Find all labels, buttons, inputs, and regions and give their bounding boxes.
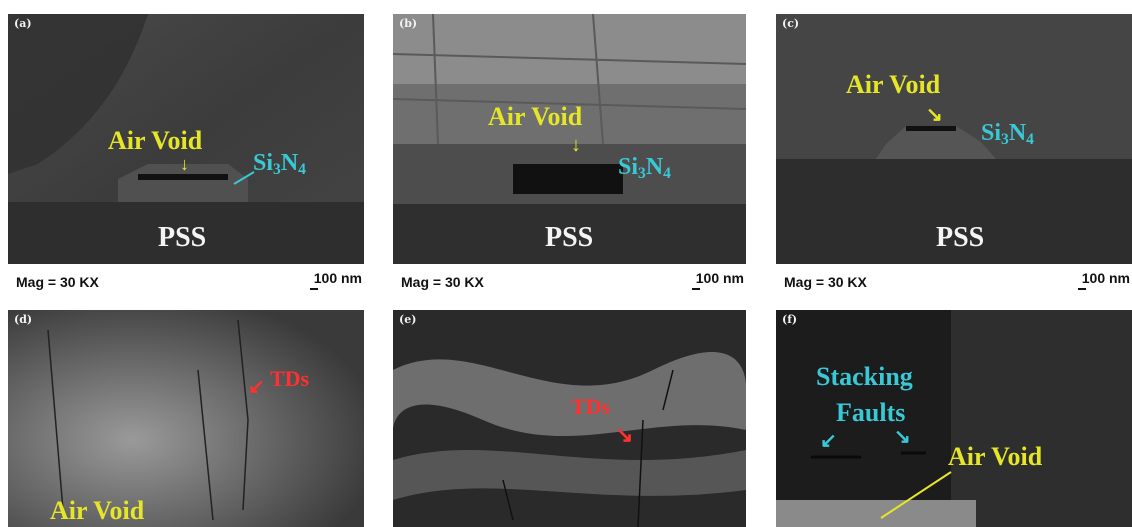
substrate-label: PSS xyxy=(158,222,207,253)
scale-label: 100 nm xyxy=(313,270,362,286)
tem-panel-f: (f) Stacking Faults ↙ ↘ Air Void xyxy=(776,310,1132,527)
panel-label: (d) xyxy=(14,313,33,326)
arrow-icon: ↙ xyxy=(820,430,837,452)
air-void-label: Air Void xyxy=(488,102,583,131)
info-bar: Mag = 30 KX 100 nm xyxy=(393,264,746,300)
scale-bar xyxy=(310,288,318,290)
air-void-label: Air Void xyxy=(948,442,1043,471)
arrow-down-icon: ↓ xyxy=(571,134,581,156)
tem-panel-e: (e) TDs ↘ xyxy=(393,310,746,527)
arrow-icon: ↘ xyxy=(894,426,911,448)
air-void-label: Air Void xyxy=(846,70,941,99)
panel-label: (f) xyxy=(782,313,798,326)
si3n4-pointer xyxy=(233,171,255,185)
arrow-icon: ↙ xyxy=(248,376,265,398)
air-void-pointer xyxy=(880,471,952,519)
scale-bar xyxy=(692,288,700,290)
tds-label: TDs xyxy=(571,394,611,419)
magnification: Mag = 30 KX xyxy=(784,274,867,290)
sem-panel-a: (a) Air Void ↓ Si3N4 PSS Mag = 30 KX 100… xyxy=(8,14,364,300)
info-bar: Mag = 30 KX 100 nm xyxy=(776,264,1132,300)
air-void-label: Air Void xyxy=(50,496,145,525)
magnification: Mag = 30 KX xyxy=(401,274,484,290)
tem-image-f xyxy=(776,310,1132,527)
scale-label: 100 nm xyxy=(695,270,744,286)
panel-label: (e) xyxy=(399,313,417,326)
faults-label: Faults xyxy=(836,398,906,427)
tds-label: TDs xyxy=(270,366,310,391)
si3n4-label: Si3N4 xyxy=(981,120,1034,148)
panel-label: (a) xyxy=(14,17,32,30)
arrow-down-icon: ↘ xyxy=(926,104,943,126)
scale-label: 100 nm xyxy=(1081,270,1130,286)
sem-panel-b: (b) Air Void ↓ Si3N4 PSS Mag = 30 KX 100… xyxy=(393,14,746,300)
tem-image-e xyxy=(393,310,746,527)
panel-label: (c) xyxy=(782,17,800,30)
tem-image-d xyxy=(8,310,364,527)
sem-image-a xyxy=(8,14,364,264)
info-bar: Mag = 30 KX 100 nm xyxy=(8,264,364,300)
magnification: Mag = 30 KX xyxy=(16,274,99,290)
sem-image-b xyxy=(393,14,746,264)
substrate-label: PSS xyxy=(936,222,985,253)
substrate-label: PSS xyxy=(545,222,594,253)
si3n4-label: Si3N4 xyxy=(618,154,671,182)
arrow-icon: ↘ xyxy=(615,422,634,447)
stacking-label: Stacking xyxy=(816,362,913,391)
arrow-down-icon: ↓ xyxy=(180,154,189,174)
panel-label: (b) xyxy=(399,17,418,30)
tem-panel-d: (d) TDs ↙ Air Void xyxy=(8,310,364,527)
sem-image-c xyxy=(776,14,1132,264)
sem-panel-c: (c) Air Void ↘ Si3N4 PSS Mag = 30 KX 100… xyxy=(776,14,1132,300)
scale-bar xyxy=(1078,288,1086,290)
air-void-label: Air Void xyxy=(108,126,203,155)
si3n4-label: Si3N4 xyxy=(253,150,306,178)
